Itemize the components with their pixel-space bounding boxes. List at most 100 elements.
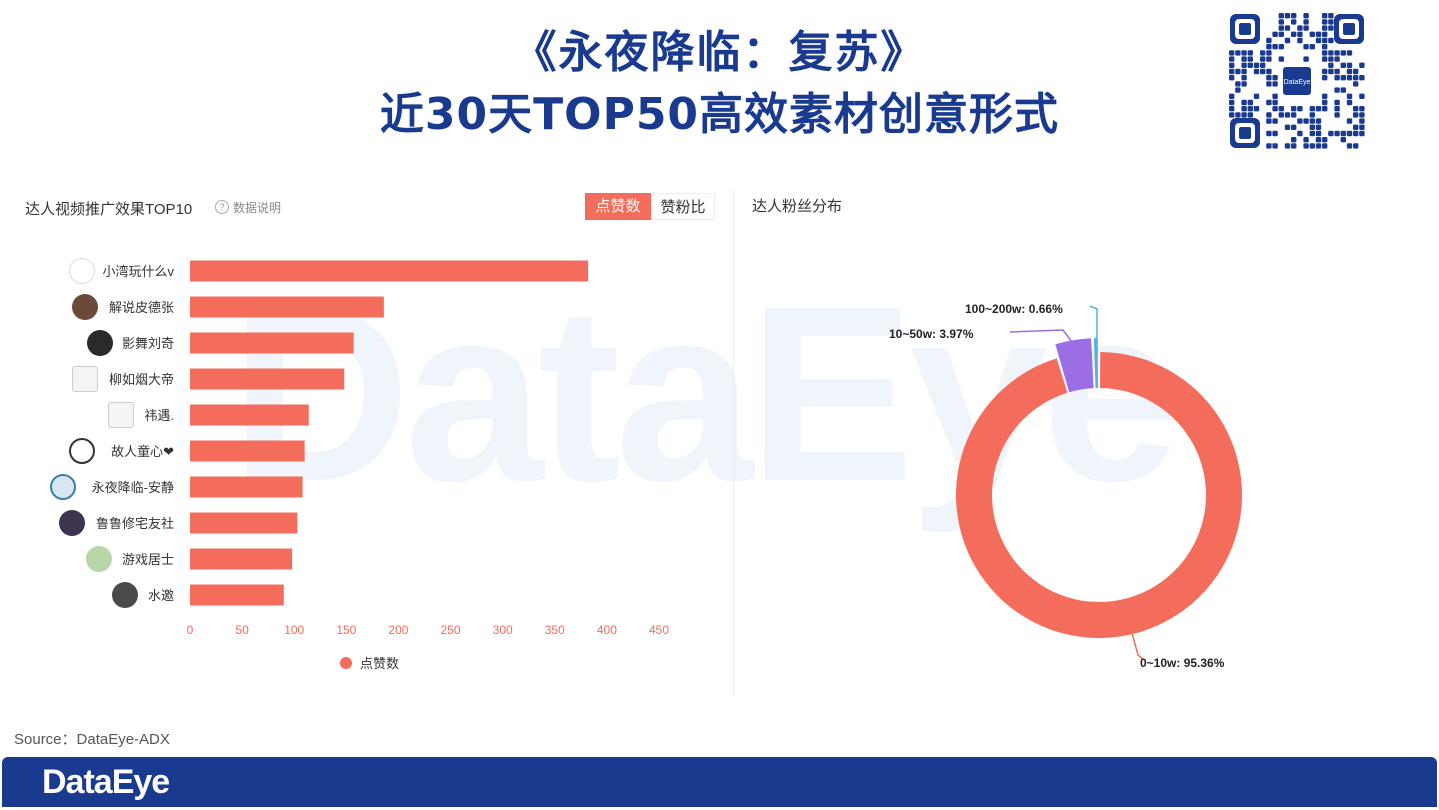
x-tick-label: 350 bbox=[545, 623, 565, 637]
qr-module bbox=[1247, 112, 1253, 118]
qr-module bbox=[1334, 130, 1340, 137]
qr-module bbox=[1278, 25, 1284, 31]
qr-module bbox=[1328, 68, 1334, 75]
qr-module bbox=[1229, 62, 1235, 68]
qr-module bbox=[1291, 124, 1297, 130]
qr-module bbox=[1353, 112, 1359, 118]
qr-module bbox=[1340, 130, 1346, 137]
qr-module bbox=[1303, 143, 1309, 149]
qr-module bbox=[1253, 68, 1260, 75]
qr-module bbox=[1334, 87, 1340, 93]
qr-module bbox=[1303, 56, 1309, 62]
qr-module bbox=[1322, 56, 1328, 62]
qr-module bbox=[1309, 31, 1315, 37]
qr-module bbox=[1346, 75, 1353, 81]
qr-module bbox=[1291, 112, 1297, 118]
x-tick-label: 100 bbox=[284, 623, 304, 637]
qr-module bbox=[1266, 81, 1272, 87]
qr-module bbox=[1315, 143, 1322, 149]
qr-module bbox=[1334, 56, 1340, 62]
qr-module bbox=[1328, 13, 1334, 19]
qr-module bbox=[1284, 112, 1291, 118]
qr-module bbox=[1253, 62, 1260, 68]
footer-logo: DataEye bbox=[42, 763, 170, 801]
qr-module bbox=[1272, 93, 1278, 99]
qr-module bbox=[1266, 99, 1272, 106]
qr-module bbox=[1235, 87, 1241, 93]
x-tick-label: 400 bbox=[597, 623, 617, 637]
qr-module bbox=[1241, 106, 1247, 112]
qr-module bbox=[1278, 44, 1284, 50]
qr-module bbox=[1353, 81, 1359, 87]
page-subtitle: 近30天TOP50高效素材创意形式 bbox=[379, 89, 1060, 140]
qr-module bbox=[1328, 56, 1334, 62]
bar bbox=[190, 332, 354, 354]
qr-module bbox=[1253, 106, 1260, 112]
help-icon[interactable]: ? bbox=[215, 200, 229, 214]
qr-module bbox=[1260, 56, 1266, 62]
help-link[interactable]: 数据说明 bbox=[233, 201, 282, 215]
qr-module bbox=[1272, 143, 1278, 149]
panel-divider bbox=[733, 190, 734, 695]
qr-module bbox=[1340, 137, 1346, 143]
qr-module bbox=[1346, 143, 1353, 149]
avatar bbox=[69, 258, 95, 284]
qr-module bbox=[1359, 93, 1365, 99]
qr-module bbox=[1303, 137, 1309, 143]
bar-category-label: 影舞刘奇 bbox=[122, 336, 174, 351]
x-tick-label: 0 bbox=[187, 623, 194, 637]
qr-module bbox=[1322, 13, 1328, 19]
qr-module bbox=[1278, 106, 1284, 112]
qr-module bbox=[1272, 99, 1278, 106]
bar-category-label: 小湾玩什么v bbox=[102, 264, 174, 279]
bar-category-label: 游戏居士 bbox=[122, 552, 174, 567]
qr-module bbox=[1322, 106, 1328, 112]
qr-module bbox=[1359, 75, 1365, 81]
qr-module bbox=[1309, 130, 1315, 137]
qr-module bbox=[1322, 68, 1328, 75]
qr-module bbox=[1297, 130, 1303, 137]
bar bbox=[190, 440, 305, 462]
avatar bbox=[108, 402, 134, 428]
qr-module bbox=[1322, 25, 1328, 31]
bar bbox=[190, 512, 298, 534]
qr-module bbox=[1322, 31, 1328, 37]
qr-module bbox=[1315, 106, 1322, 112]
qr-module bbox=[1291, 143, 1297, 149]
qr-module bbox=[1291, 19, 1297, 25]
qr-module bbox=[1346, 50, 1353, 56]
qr-module bbox=[1229, 56, 1235, 62]
tab-like-fan-ratio[interactable]: 赞粉比 bbox=[651, 193, 715, 220]
qr-module bbox=[1272, 130, 1278, 137]
qr-module bbox=[1272, 44, 1278, 50]
qr-module bbox=[1229, 106, 1235, 112]
bar-category-label: 祎遇. bbox=[144, 408, 174, 423]
qr-module bbox=[1266, 112, 1272, 118]
qr-module bbox=[1278, 13, 1284, 19]
qr-module bbox=[1266, 37, 1272, 44]
page-title: 《永夜降临：复苏》 bbox=[512, 27, 927, 78]
bar-category-label: 解说皮德张 bbox=[109, 300, 174, 315]
qr-module bbox=[1322, 50, 1328, 56]
qr-module bbox=[1346, 99, 1353, 106]
avatar bbox=[69, 438, 95, 464]
qr-module bbox=[1291, 31, 1297, 37]
x-tick-label: 50 bbox=[235, 623, 249, 637]
qr-module bbox=[1297, 118, 1303, 124]
qr-module bbox=[1315, 37, 1322, 44]
qr-logo-badge bbox=[1283, 67, 1311, 95]
qr-module bbox=[1284, 13, 1291, 19]
qr-module bbox=[1278, 56, 1284, 62]
qr-module bbox=[1353, 124, 1359, 130]
qr-module bbox=[1359, 118, 1365, 124]
qr-module bbox=[1303, 25, 1309, 31]
qr-module bbox=[1297, 37, 1303, 44]
tab-likes[interactable]: 点赞数 bbox=[585, 193, 651, 220]
donut-slice bbox=[1055, 338, 1094, 393]
donut-chart: 0~10w: 95.36% 10~50w: 3.97% 100~200w: 0.66… bbox=[889, 302, 1242, 670]
bar bbox=[190, 260, 589, 282]
qr-finder-bottom-left bbox=[1230, 118, 1260, 148]
qr-module bbox=[1284, 124, 1291, 130]
qr-module bbox=[1235, 112, 1241, 118]
qr-module bbox=[1229, 112, 1235, 118]
